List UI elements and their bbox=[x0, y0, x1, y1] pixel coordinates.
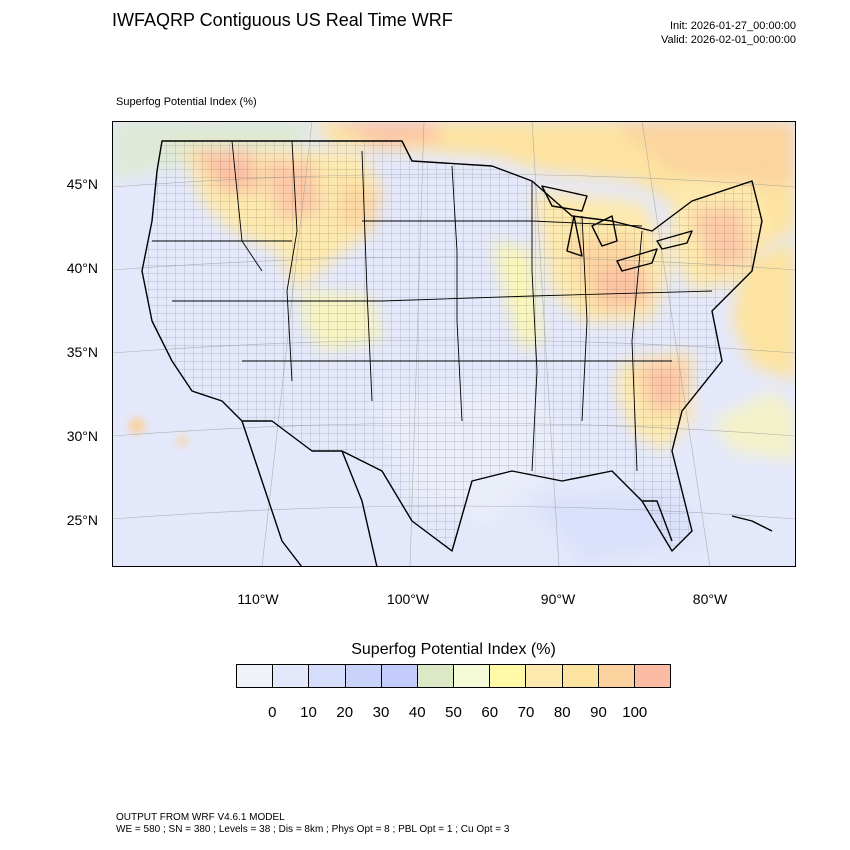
lat-label-30: 30°N bbox=[66, 428, 98, 444]
map-panel bbox=[112, 121, 796, 567]
colorbar bbox=[236, 664, 671, 688]
lon-label-110: 110°W bbox=[237, 591, 279, 607]
graticule bbox=[112, 121, 796, 567]
colorbar-box bbox=[562, 665, 599, 687]
atlantic-fog-region bbox=[712, 241, 796, 461]
colorbar-tick-label: 10 bbox=[300, 704, 317, 721]
lat-label-25: 25°N bbox=[66, 512, 98, 528]
colorbar-box bbox=[417, 665, 455, 687]
colorbar-tick-label: 50 bbox=[445, 704, 462, 721]
state-borders bbox=[152, 140, 713, 472]
field-label: Superfog Potential Index (%) bbox=[116, 96, 257, 108]
colorbar-box bbox=[345, 665, 382, 687]
colorbar-box bbox=[309, 665, 346, 687]
lon-label-80: 80°W bbox=[692, 591, 728, 607]
lat-label-45: 45°N bbox=[66, 176, 98, 192]
colorbar-box bbox=[381, 665, 418, 687]
colorbar-tick-label: 70 bbox=[517, 704, 535, 721]
map-frame bbox=[112, 121, 796, 567]
us-outline bbox=[141, 140, 773, 567]
colorbar-tick-label: 0 bbox=[268, 704, 277, 721]
colorbar-tick-label: 40 bbox=[408, 704, 426, 721]
colorbar-box bbox=[237, 665, 274, 687]
valid-time: Valid: 2026-02-01_00:00:00 bbox=[661, 34, 796, 46]
colorbar-tick-label: 90 bbox=[590, 704, 607, 721]
map-title: IWFAQRP Contiguous US Real Time WRF bbox=[112, 10, 453, 30]
colorbar-tick-label: 80 bbox=[553, 704, 571, 721]
colorbar-box bbox=[273, 665, 310, 687]
colorbar-tick-label: 20 bbox=[336, 704, 354, 721]
lon-label-100: 100°W bbox=[386, 591, 430, 607]
colorbar-tick-label: 30 bbox=[372, 704, 390, 721]
colorbar-tick-label: 100 bbox=[622, 704, 648, 721]
colorbar-title: Superfog Potential Index (%) bbox=[351, 641, 556, 658]
colorbar-box bbox=[634, 665, 671, 687]
lat-label-35: 35°N bbox=[66, 344, 98, 360]
pacific-fog-spots bbox=[129, 418, 187, 446]
colorbar-box bbox=[490, 665, 527, 687]
colorbar-tick-label: 60 bbox=[481, 704, 499, 721]
lon-label-90: 90°W bbox=[540, 591, 576, 607]
model-info-line1: OUTPUT FROM WRF V4.6.1 MODEL bbox=[116, 812, 285, 823]
colorbar-box bbox=[454, 665, 491, 687]
init-time: Init: 2026-01-27_00:00:00 bbox=[670, 20, 796, 32]
model-info-line2: WE = 580 ; SN = 380 ; Levels = 38 ; Dis … bbox=[116, 824, 510, 835]
colorbar-box bbox=[598, 665, 635, 687]
colorbar-box bbox=[526, 665, 563, 687]
lat-label-40: 40°N bbox=[66, 260, 98, 276]
